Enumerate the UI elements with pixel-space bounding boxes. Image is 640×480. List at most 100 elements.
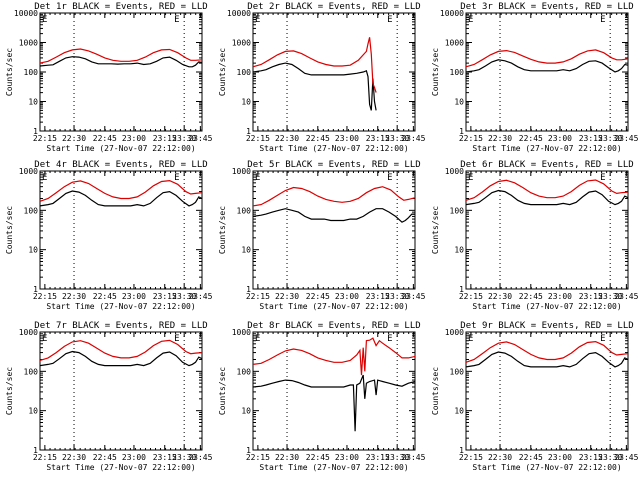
x-tick-label: 23:00 [335,134,359,143]
x-tick-label: 22:15 [246,453,270,462]
x-axis-label: Start Time (27-Nov-07 22:12:00) [46,144,195,153]
panel: Det 8r BLACK = Events, RED = LLD 1 10 100 10… [218,321,426,472]
x-tick-label: 23:00 [122,453,146,462]
y-tick-label: 1000 [445,328,464,337]
x-tick-label: 22:15 [459,453,483,462]
y-tick-label: 100 [24,68,39,77]
series-line-events [465,189,629,206]
x-tick-label: 23:15 [153,134,177,143]
x-tick-label: 22:15 [459,292,483,301]
y-tick-label: 100 [237,367,252,376]
y-axis-label: Counts/sec [5,206,14,254]
series-line-events [252,208,415,223]
x-axis-label: Start Time (27-Nov-07 22:12:00) [472,302,621,311]
x-tick-label: 23:45 [614,292,638,301]
panel: Det 6r BLACK = Events, RED = LLD 1 10 100 10… [431,160,639,311]
y-axis-label: Counts/sec [5,48,14,96]
x-tick-label: 23:15 [366,292,390,301]
marker-tag-left: E [42,334,47,344]
y-tick-label: 1000 [232,167,251,176]
marker-tag-right: E [600,173,605,183]
x-tick-label: 22:30 [275,292,299,301]
y-tick-label: 10 [454,246,464,255]
y-tick-label: 1000 [19,39,38,48]
y-tick-label: 10 [454,98,464,107]
y-tick-label: 1000 [445,167,464,176]
y-tick-label: 1000 [232,328,251,337]
marker-tag-right: E [174,15,179,25]
y-tick-label: 100 [237,206,252,215]
x-tick-label: 23:00 [548,134,572,143]
y-tick-label: 1 [459,127,464,136]
marker-tag-right: E [387,334,392,344]
y-tick-label: 1 [33,285,38,294]
y-tick-label: 100 [237,68,252,77]
panel: Det 7r BLACK = Events, RED = LLD 1 10 100 10… [5,321,213,472]
x-tick-label: 23:30 [385,134,409,143]
x-tick-label: 23:30 [172,292,196,301]
plot-frame [39,12,203,132]
y-axis-label: Counts/sec [5,367,14,415]
series-line-lld [252,186,416,207]
x-tick-label: 23:30 [598,292,622,301]
x-tick-label: 23:30 [172,134,196,143]
y-tick-label: 100 [450,367,465,376]
x-axis-label: Start Time (27-Nov-07 22:12:00) [472,144,621,153]
x-tick-label: 22:30 [62,134,86,143]
x-tick-label: 23:15 [366,453,390,462]
x-tick-label: 22:30 [62,292,86,301]
x-tick-label: 23:00 [335,453,359,462]
x-tick-label: 22:30 [488,292,512,301]
y-tick-label: 10 [241,98,251,107]
x-tick-label: 23:45 [401,292,425,301]
y-tick-label: 100 [450,206,465,215]
series-line-events [39,190,203,207]
x-tick-label: 22:45 [306,292,330,301]
x-tick-label: 22:45 [306,453,330,462]
x-tick-label: 23:30 [385,292,409,301]
x-tick-label: 23:45 [188,292,212,301]
panel: Det 4r BLACK = Events, RED = LLD 1 10 100 10… [5,160,213,311]
x-tick-label: 22:15 [459,134,483,143]
x-tick-label: 23:30 [598,134,622,143]
y-tick-label: 1 [246,446,251,455]
x-tick-label: 22:45 [93,453,117,462]
panel-title: Det 9r BLACK = Events, RED = LLD [460,321,633,331]
plot-frame [465,331,629,451]
panel-title: Det 5r BLACK = Events, RED = LLD [247,160,420,170]
marker-tag-left: E [468,173,473,183]
x-tick-label: 23:15 [579,134,603,143]
x-axis-label: Start Time (27-Nov-07 22:12:00) [259,144,408,153]
y-tick-label: 1000 [232,39,251,48]
marker-tag-right: E [600,334,605,344]
y-tick-label: 100 [450,68,465,77]
y-tick-label: 1 [459,446,464,455]
y-tick-label: 10 [454,407,464,416]
plot-frame [39,331,203,451]
y-tick-label: 100 [24,367,39,376]
x-tick-label: 23:00 [335,292,359,301]
panel-title: Det 2r BLACK = Events, RED = LLD [247,2,420,12]
series-line-events [252,62,377,111]
x-tick-label: 23:45 [188,134,212,143]
series-line-lld [39,48,203,64]
x-tick-label: 23:00 [548,292,572,301]
x-tick-label: 22:30 [275,134,299,143]
x-tick-label: 23:15 [366,134,390,143]
y-tick-label: 10 [28,246,38,255]
x-tick-label: 23:30 [385,453,409,462]
y-tick-label: 1 [246,127,251,136]
marker-tag-left: E [255,15,260,25]
panel-title: Det 3r BLACK = Events, RED = LLD [460,2,633,12]
panel: Det 2r BLACK = Events, RED = LLD 1 10 100 10… [218,2,426,153]
panel-title: Det 7r BLACK = Events, RED = LLD [34,321,207,331]
panel: Det 3r BLACK = Events, RED = LLD 1 10 100 10… [431,2,639,153]
x-tick-label: 23:45 [401,453,425,462]
marker-tag-left: E [468,15,473,25]
marker-tag-left: E [42,15,47,25]
marker-tag-right: E [174,334,179,344]
panel-title: Det 8r BLACK = Events, RED = LLD [247,321,420,331]
x-tick-label: 22:45 [93,292,117,301]
y-tick-label: 10 [241,246,251,255]
